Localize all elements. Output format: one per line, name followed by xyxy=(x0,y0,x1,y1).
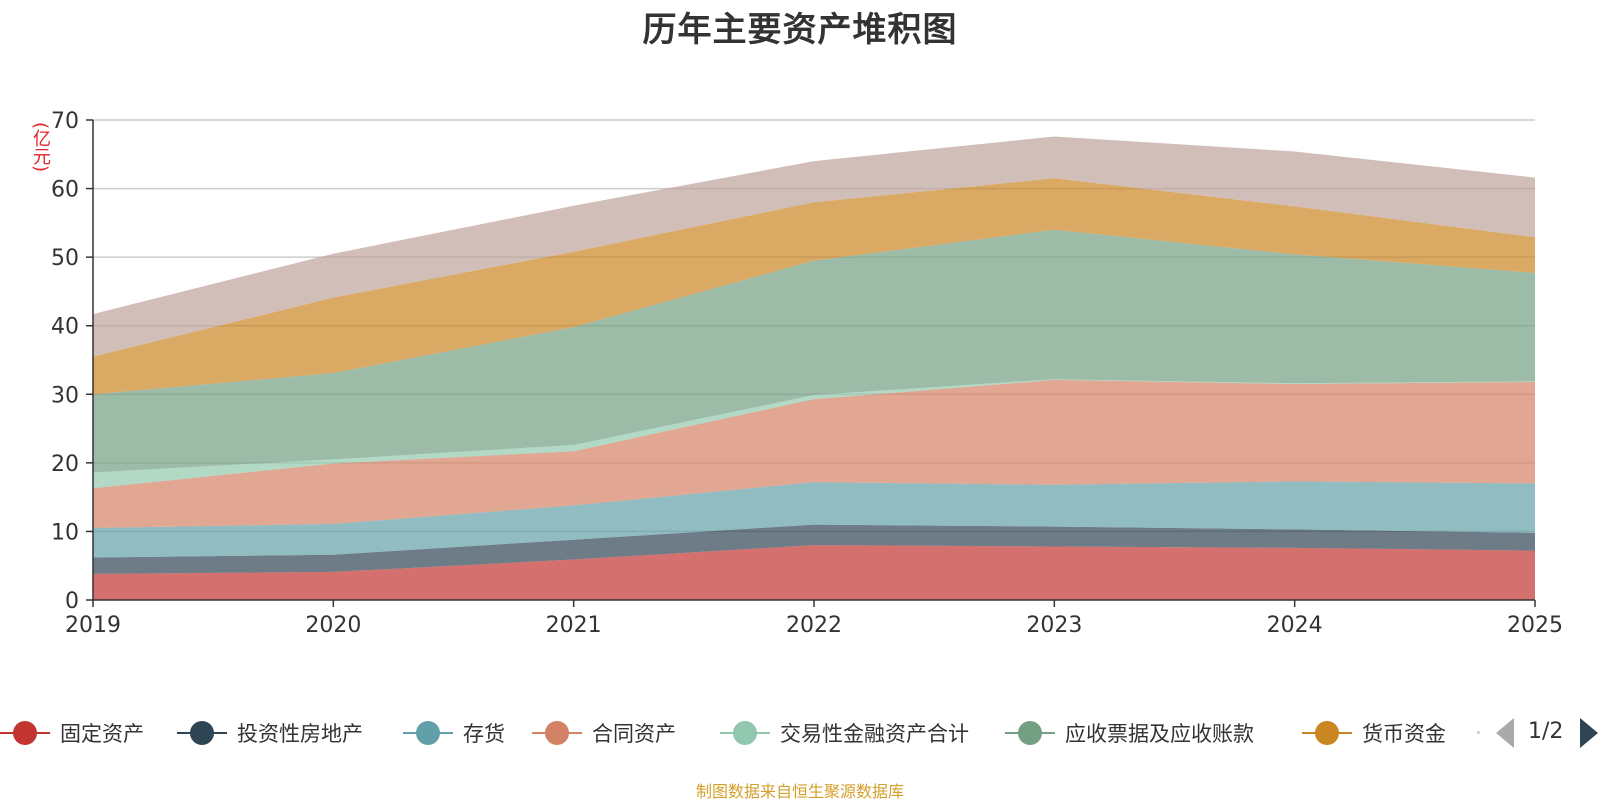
legend-marker-icon xyxy=(1005,713,1055,753)
legend-item-0[interactable]: 固定资产 xyxy=(0,713,144,753)
legend-marker-icon xyxy=(403,713,453,753)
y-tick-label-0: 0 xyxy=(65,589,79,614)
legend-marker-icon xyxy=(720,713,770,753)
x-tick-label-2020: 2020 xyxy=(305,613,361,638)
legend-overflow-dot xyxy=(1477,731,1480,734)
legend-marker-icon xyxy=(177,713,227,753)
y-tick-label-20: 20 xyxy=(51,452,79,477)
legend-item-3[interactable]: 合同资产 xyxy=(532,713,676,753)
legend-marker-icon xyxy=(1302,713,1352,753)
legend-next-page-icon[interactable] xyxy=(1580,718,1598,748)
area-series-5[interactable] xyxy=(93,229,1535,473)
legend-marker-icon xyxy=(532,713,582,753)
x-tick-label-2025: 2025 xyxy=(1507,613,1563,638)
legend-item-label: 货币资金 xyxy=(1362,722,1446,746)
legend: 固定资产 投资性房地产 存货 合同资产 交易性金融资产合计 应收票据及应收账款 货币资金 1… xyxy=(0,713,1600,753)
area-series xyxy=(93,136,1535,600)
stacked-area-chart: 0 10 20 30 40 50 60 70 2019 2020 2021 2022 2023 2024 2… xyxy=(51,109,1563,638)
legend-item-5[interactable]: 应收票据及应收账款 xyxy=(1005,713,1254,753)
axes xyxy=(86,119,1536,607)
y-tick-label-40: 40 xyxy=(51,315,79,340)
x-tick-label-2023: 2023 xyxy=(1026,613,1082,638)
legend-item-6[interactable]: 货币资金 xyxy=(1302,713,1446,753)
legend-item-label: 投资性房地产 xyxy=(237,722,363,746)
x-tick-label-2022: 2022 xyxy=(786,613,842,638)
legend-page-indicator: 1/2 xyxy=(1528,719,1564,744)
x-tick-label-2021: 2021 xyxy=(546,613,602,638)
area-series-0[interactable] xyxy=(93,545,1535,600)
y-tick-label-60: 60 xyxy=(51,178,79,203)
y-tick-label-10: 10 xyxy=(51,520,79,545)
y-tick-label-70: 70 xyxy=(51,109,79,134)
legend-item-label: 应收票据及应收账款 xyxy=(1065,722,1254,746)
legend-prev-page-icon[interactable] xyxy=(1496,718,1514,748)
x-tick-label-2024: 2024 xyxy=(1267,613,1323,638)
y-tick-label-30: 30 xyxy=(51,383,79,408)
legend-item-label: 交易性金融资产合计 xyxy=(780,722,969,746)
legend-item-label: 存货 xyxy=(463,722,505,746)
source-note: 制图数据来自恒生聚源数据库 xyxy=(695,782,904,801)
area-series-1[interactable] xyxy=(93,524,1535,574)
tick-labels: 0 10 20 30 40 50 60 70 2019 2020 2021 2022 2023 2024 2… xyxy=(51,109,1563,638)
y-axis-unit-label: (亿元) xyxy=(30,121,51,173)
legend-item-2[interactable]: 存货 xyxy=(403,713,505,753)
legend-item-label: 固定资产 xyxy=(60,722,144,746)
legend-marker-icon xyxy=(0,713,50,753)
area-series-2[interactable] xyxy=(93,481,1535,558)
legend-item-1[interactable]: 投资性房地产 xyxy=(177,713,363,753)
y-tick-label-50: 50 xyxy=(51,246,79,271)
legend-item-4[interactable]: 交易性金融资产合计 xyxy=(720,713,969,753)
legend-item-label: 合同资产 xyxy=(592,722,676,746)
area-series-7[interactable] xyxy=(93,136,1535,357)
x-tick-label-2019: 2019 xyxy=(65,613,121,638)
area-series-3[interactable] xyxy=(93,379,1535,528)
area-series-6[interactable] xyxy=(93,178,1535,395)
chart-title: 历年主要资产堆积图 xyxy=(642,10,958,50)
